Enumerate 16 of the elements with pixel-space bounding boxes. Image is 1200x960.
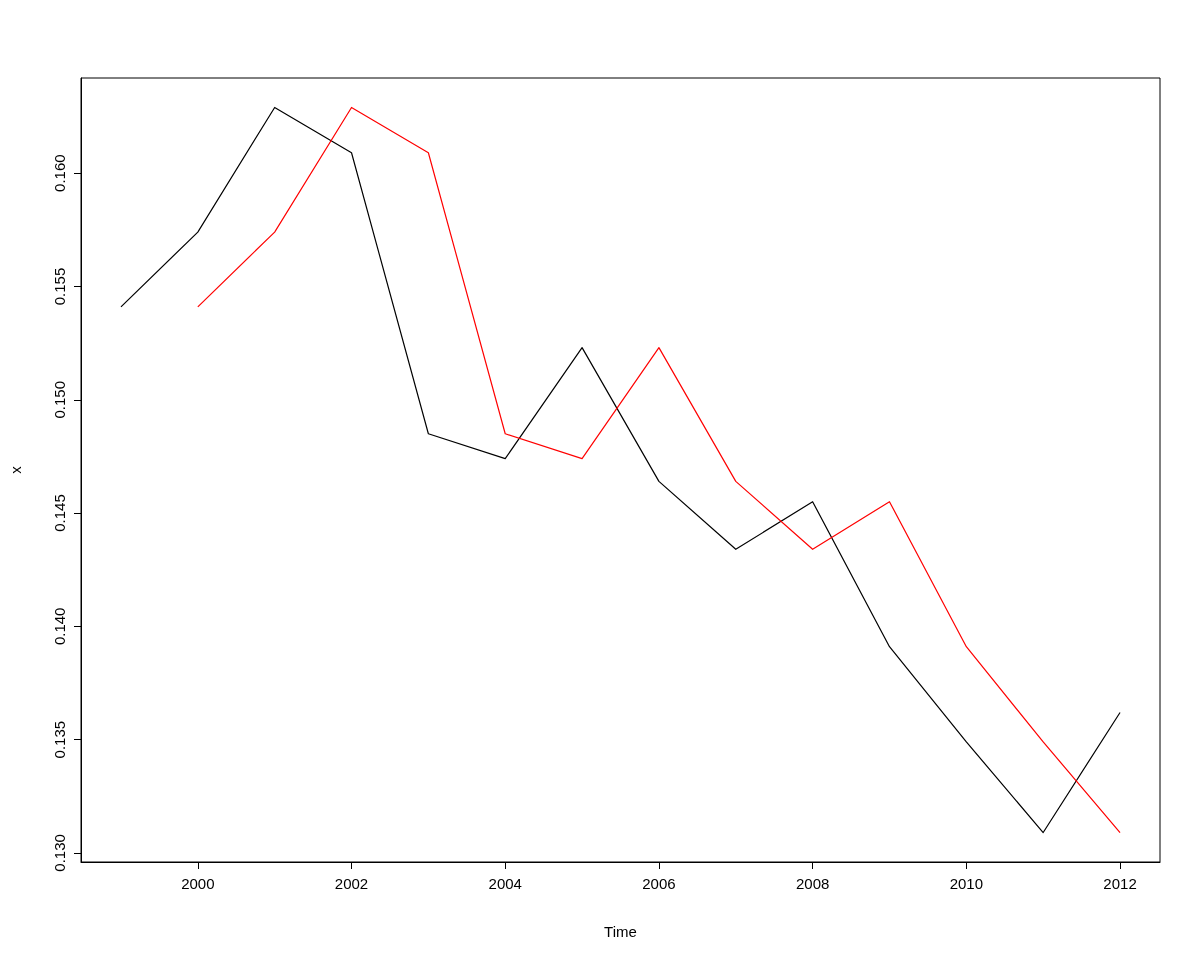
y-tick-label: 0.150 [51, 380, 68, 419]
y-tick-label: 0.130 [51, 834, 68, 872]
y-tick-label: 0.145 [51, 494, 68, 532]
y-tick-label: 0.135 [51, 720, 68, 759]
x-tick-label: 2006 [642, 875, 676, 892]
x-tick-label: 2002 [334, 875, 369, 892]
x-tick-label: 2010 [949, 875, 984, 892]
y-tick-label: 0.155 [51, 267, 68, 306]
x-axis-title: Time [604, 923, 637, 940]
y-axis-title: x [7, 465, 24, 474]
y-tick-label: 0.140 [51, 607, 68, 646]
x-tick-label: 2000 [181, 875, 215, 892]
y-tick-label: 0.160 [51, 154, 68, 192]
x-tick-label: 2012 [1103, 875, 1137, 892]
x-tick-label: 2004 [488, 875, 522, 892]
x-tick-label: 2008 [795, 875, 830, 892]
